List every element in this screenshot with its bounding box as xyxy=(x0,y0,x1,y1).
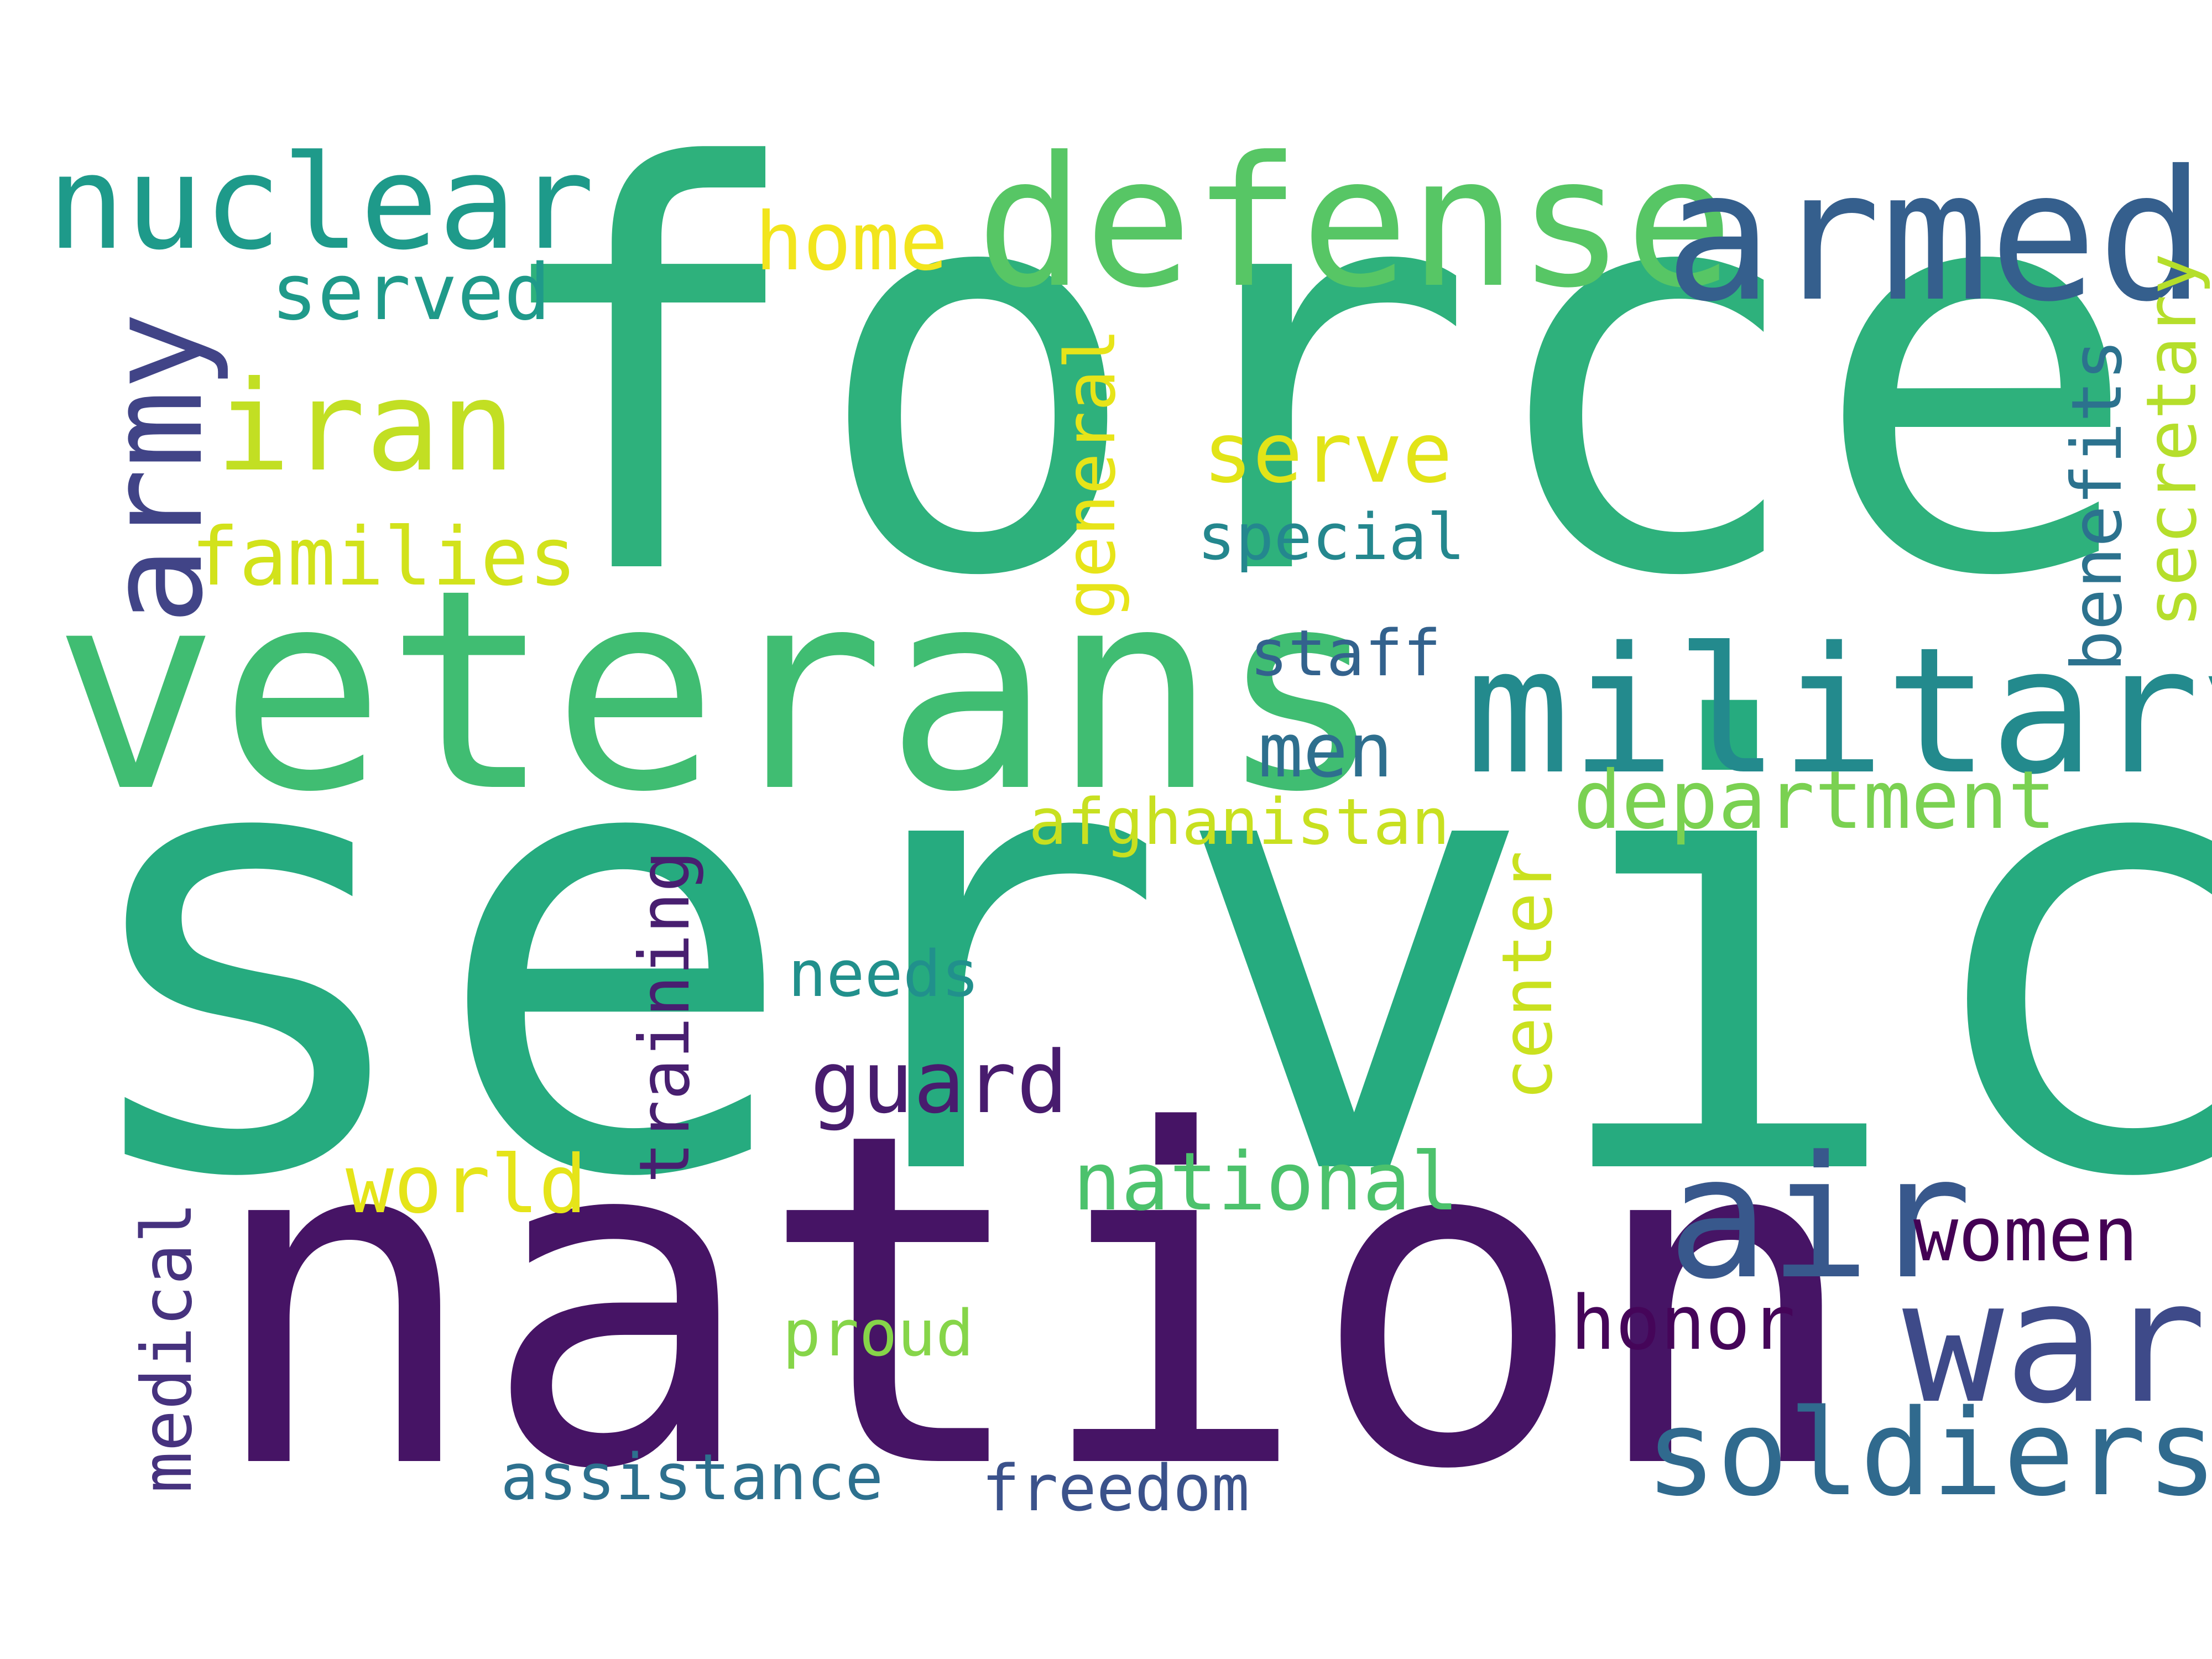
word-home: home xyxy=(755,195,948,289)
word-assistance: assistance xyxy=(500,1441,884,1515)
word-veterans: veterans xyxy=(53,530,1385,852)
word-medical: medical xyxy=(127,1202,207,1493)
word-air: air xyxy=(1667,1120,1972,1316)
word-general: general xyxy=(1051,328,1131,619)
word-war: war xyxy=(1902,1244,2207,1441)
word-nuclear: nuclear xyxy=(47,128,595,279)
word-army: army xyxy=(81,312,232,625)
word-honor: honor xyxy=(1571,1280,1796,1366)
word-nation: nation xyxy=(205,1035,1863,1569)
word-guard: guard xyxy=(810,1032,1068,1133)
word-serve: serve xyxy=(1203,405,1453,502)
word-national: national xyxy=(1073,1135,1459,1229)
word-training: training xyxy=(625,850,705,1183)
word-center: center xyxy=(1488,851,1568,1100)
word-needs: needs xyxy=(788,937,980,1011)
word-defense: defense xyxy=(976,118,1734,327)
word-iran: iran xyxy=(216,354,515,499)
word-service: service xyxy=(61,597,2212,1311)
word-proud: proud xyxy=(782,1297,974,1371)
word-women: women xyxy=(1913,1191,2138,1278)
word-benefits: benefits xyxy=(2057,338,2137,672)
word-staff: staff xyxy=(1250,617,1442,691)
word-military: military xyxy=(1465,611,2212,813)
word-men: men xyxy=(1258,707,1393,794)
word-world: world xyxy=(346,1138,587,1232)
word-served: served xyxy=(271,248,551,338)
word-special: special xyxy=(1197,500,1465,575)
word-afghanistan: afghanistan xyxy=(1029,785,1450,859)
word-families: families xyxy=(191,510,577,604)
word-force: force xyxy=(478,53,2143,697)
word-department: department xyxy=(1573,754,2056,847)
word-soldiers: soldiers xyxy=(1645,1384,2212,1522)
word-secretary: secretary xyxy=(2132,253,2212,628)
word-armed: armed xyxy=(1665,132,2206,341)
word-freedom: freedom xyxy=(982,1452,1250,1526)
